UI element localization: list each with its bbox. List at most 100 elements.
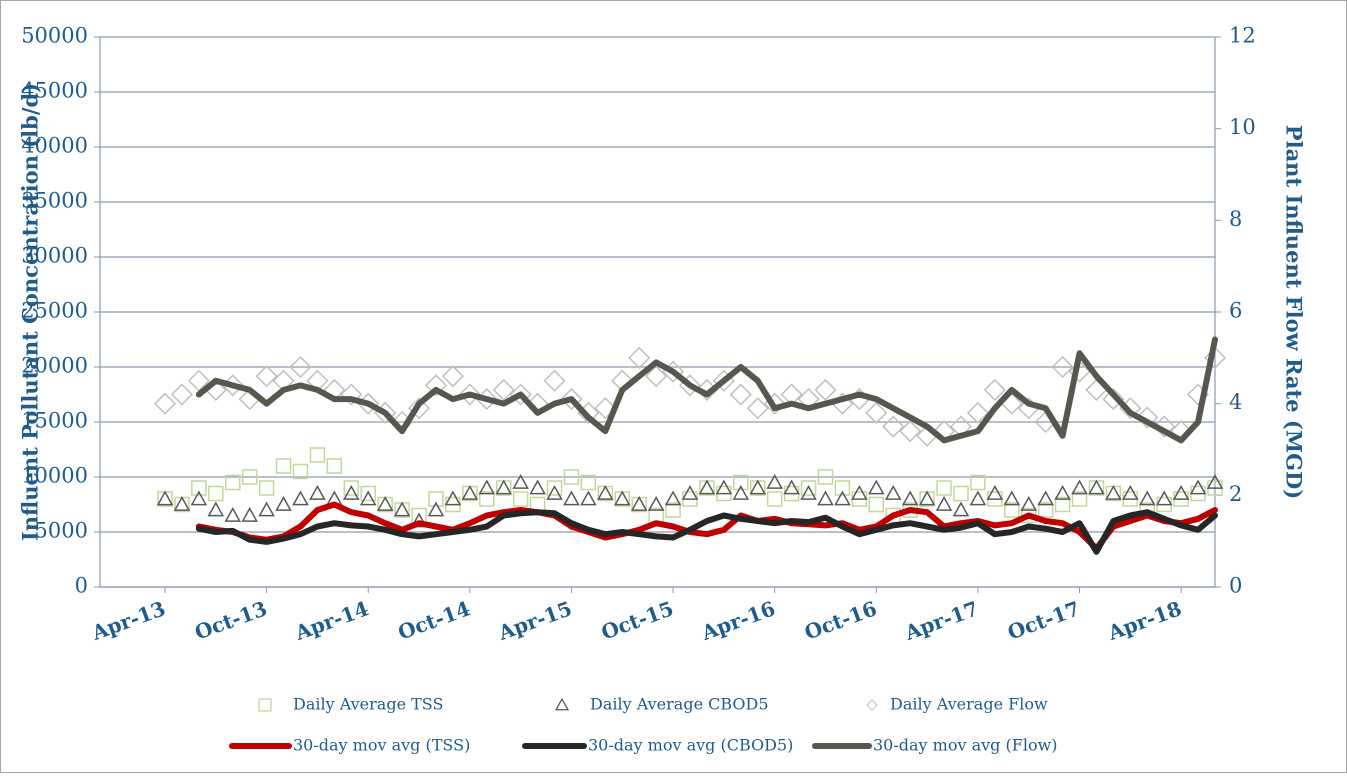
flow-point <box>492 378 515 401</box>
legend-label: 30-day mov avg (Flow) <box>873 736 1058 755</box>
cbod5-point <box>224 506 242 522</box>
flow-point <box>746 397 769 420</box>
legend-marker <box>258 698 272 712</box>
tss-point <box>817 469 834 485</box>
tss-point <box>834 480 851 496</box>
cbod5-point <box>647 495 665 511</box>
cbod5-point <box>681 484 699 500</box>
cbod5-point <box>461 484 479 500</box>
tss-point <box>224 474 241 491</box>
y-axis-title: Influent Pollutant Concentration (lb/d) <box>18 83 43 541</box>
tss-point <box>241 469 258 485</box>
y2-tick-label: 4 <box>1229 390 1242 414</box>
cbod5-point <box>664 490 682 506</box>
y-tick-label: 5000 <box>35 519 88 543</box>
cbod5-point <box>207 501 225 517</box>
cbod5-point <box>376 495 394 511</box>
tss-point <box>258 480 275 496</box>
y-tick-label: 0 <box>75 574 88 598</box>
flow-point <box>966 401 989 424</box>
moving-average-line <box>195 501 1218 552</box>
flow-point <box>407 397 431 420</box>
cbod5-point <box>563 490 580 506</box>
flow-point <box>594 397 617 420</box>
cbod5-point <box>766 473 783 489</box>
tss-point <box>292 463 309 480</box>
moving-average-line <box>195 336 1218 444</box>
cbod5-point <box>630 495 648 511</box>
y-tick-label: 35000 <box>21 189 88 213</box>
legend-swatch <box>258 698 272 712</box>
tss-point <box>1037 502 1054 518</box>
legend-swatch <box>554 697 570 711</box>
tss-point <box>563 469 580 485</box>
cbod5-point <box>156 490 174 506</box>
legend-swatch <box>866 699 878 711</box>
cbod5-point <box>1155 490 1173 506</box>
cbod5-point <box>1054 484 1071 500</box>
legend-marker <box>866 699 878 711</box>
flow-point <box>1068 360 1091 383</box>
y-tick-label: 20000 <box>21 354 88 378</box>
cbod5-point <box>935 495 953 511</box>
flow-point <box>424 374 448 397</box>
cbod5-point <box>884 484 902 500</box>
flow-point <box>170 383 193 406</box>
cbod5-point <box>359 490 377 506</box>
cbod5-point <box>834 490 851 506</box>
legend-label: Daily Average CBOD5 <box>590 695 769 714</box>
flow-point <box>458 383 481 406</box>
tss-point <box>1054 496 1071 513</box>
flow-point <box>983 378 1006 401</box>
cbod5-point <box>952 501 970 517</box>
cbod5-point <box>613 490 631 506</box>
cbod5-point <box>512 473 529 489</box>
cbod5-point <box>1206 473 1224 489</box>
tss-point <box>428 491 444 507</box>
cbod5-point <box>173 495 191 511</box>
tss-point <box>970 474 986 491</box>
cbod5-point <box>241 506 258 522</box>
y-tick-label: 25000 <box>21 299 88 323</box>
y2-tick-label: 0 <box>1229 574 1242 598</box>
legend-label: 30-day mov avg (TSS) <box>293 736 470 755</box>
tss-point <box>479 491 495 507</box>
tss-point <box>868 496 885 513</box>
y-tick-label: 50000 <box>21 24 88 48</box>
flow-point <box>441 365 464 388</box>
legend-marker <box>554 697 570 711</box>
flow-point <box>729 383 752 406</box>
y2-tick-label: 6 <box>1229 299 1242 323</box>
flow-point <box>153 392 177 415</box>
tss-point <box>953 485 969 502</box>
y2-axis-title: Plant Influent Flow Rate (MGD) <box>1282 125 1307 499</box>
flow-point <box>289 355 312 379</box>
legend-label: Daily Average TSS <box>293 695 443 714</box>
cbod5-point <box>698 479 716 495</box>
y2-tick-label: 10 <box>1229 115 1256 139</box>
flow-point <box>255 365 278 388</box>
tss-point <box>208 485 224 502</box>
y-tick-label: 45000 <box>21 79 88 103</box>
tss-point <box>733 474 749 491</box>
cbod5-point <box>1003 490 1021 506</box>
tss-point <box>309 447 326 463</box>
cbod5-point <box>868 479 885 495</box>
cbod5-point <box>597 484 614 500</box>
tss-point <box>275 458 292 474</box>
legend-label: Daily Average Flow <box>890 695 1048 714</box>
tss-point <box>936 480 952 496</box>
flow-point <box>645 365 668 388</box>
cbod5-point <box>1088 479 1105 495</box>
cbod5-point <box>1172 484 1190 500</box>
tss-point <box>1004 502 1020 518</box>
tss-point <box>343 480 360 496</box>
cbod5-point <box>427 501 445 517</box>
cbod5-point <box>918 490 936 506</box>
flow-point <box>628 346 651 369</box>
tss-point <box>580 474 597 491</box>
y2-tick-label: 2 <box>1229 482 1242 506</box>
flow-point <box>1136 406 1159 429</box>
cbod5-point <box>343 484 360 500</box>
